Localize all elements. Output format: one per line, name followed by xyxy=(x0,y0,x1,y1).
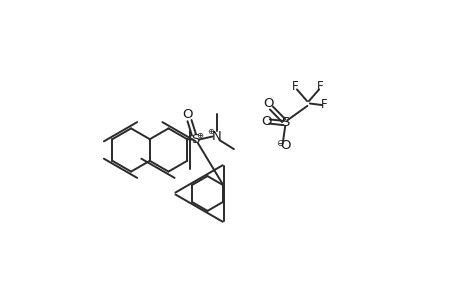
Text: S: S xyxy=(281,116,289,130)
Text: F: F xyxy=(320,98,327,112)
Text: O: O xyxy=(182,107,193,121)
Text: O: O xyxy=(263,97,274,110)
Text: ⊕: ⊕ xyxy=(207,128,214,136)
Text: O: O xyxy=(280,139,290,152)
Text: F: F xyxy=(291,80,298,94)
Text: S: S xyxy=(191,133,199,146)
Text: ⊖: ⊖ xyxy=(275,139,283,148)
Text: O: O xyxy=(260,115,271,128)
Text: F: F xyxy=(317,80,323,94)
Text: ⊕: ⊕ xyxy=(196,130,202,140)
Text: N: N xyxy=(211,130,221,143)
